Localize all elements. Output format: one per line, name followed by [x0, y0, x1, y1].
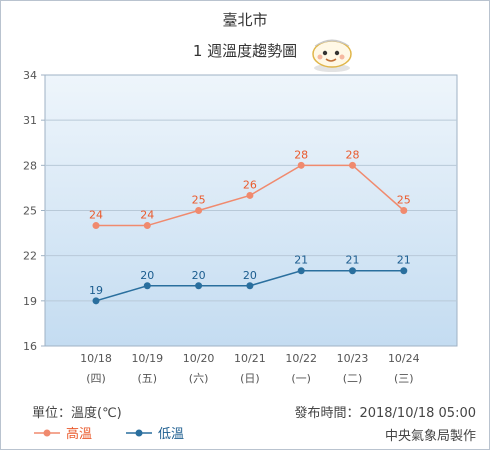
data-point-high — [195, 207, 203, 214]
x-weekday-label: (日) — [240, 372, 260, 385]
data-point-low — [92, 297, 100, 305]
data-point-high — [143, 222, 151, 230]
data-point-high — [349, 161, 356, 169]
x-weekday-label: (五) — [138, 372, 158, 385]
y-tick-label: 22 — [23, 250, 37, 263]
data-label-low: 20 — [192, 269, 206, 282]
weather-mascot-icon — [312, 39, 352, 72]
unit-label: 單位：溫度(℃) — [32, 406, 122, 421]
data-label-low: 21 — [294, 254, 308, 267]
data-label-high: 25 — [397, 194, 411, 207]
data-point-low — [143, 282, 151, 290]
data-label-high: 28 — [346, 148, 360, 161]
agency-credit: 中央氣象局製作 — [384, 429, 476, 444]
x-tick-label: 10/24 — [388, 352, 420, 365]
data-label-low: 19 — [89, 284, 103, 297]
y-tick-label: 16 — [23, 340, 37, 353]
data-label-high: 24 — [89, 209, 103, 222]
legend-label-low: 低溫 — [158, 427, 185, 442]
data-point-low — [349, 267, 356, 275]
x-tick-label: 10/20 — [183, 352, 215, 365]
issued-time: 發布時間：2018/10/18 05:00 — [294, 406, 476, 421]
y-tick-label: 28 — [23, 159, 37, 172]
legend-label-high: 高溫 — [66, 427, 93, 442]
x-tick-label: 10/21 — [234, 352, 266, 365]
data-point-high — [297, 161, 305, 169]
data-label-high: 28 — [294, 148, 308, 161]
legend-line-low-icon — [126, 429, 152, 436]
data-label-low: 21 — [397, 254, 411, 267]
x-tick-label: 10/19 — [131, 352, 163, 365]
x-weekday-label: (二) — [343, 372, 363, 385]
data-label-high: 26 — [243, 178, 257, 191]
data-label-low: 20 — [140, 269, 154, 282]
legend-line-high-icon — [34, 429, 60, 436]
y-tick-label: 25 — [23, 205, 37, 218]
x-weekday-label: (六) — [189, 372, 209, 385]
data-label-low: 20 — [243, 269, 257, 282]
data-point-low — [297, 267, 305, 275]
y-tick-label: 19 — [23, 295, 37, 308]
chart-title: 臺北市 — [222, 11, 268, 29]
legend-item-low: 低溫 — [126, 423, 184, 442]
data-label-low: 21 — [346, 254, 360, 267]
data-point-low — [195, 282, 203, 290]
legend-item-high: 高溫 — [34, 423, 92, 442]
data-point-low — [400, 267, 408, 275]
data-point-low — [246, 282, 254, 290]
data-point-high — [92, 222, 100, 230]
y-tick-label: 31 — [23, 114, 37, 127]
x-tick-label: 10/18 — [80, 352, 112, 365]
x-weekday-label: (三) — [394, 372, 414, 385]
x-tick-label: 10/23 — [337, 352, 369, 365]
chart-subtitle: 1 週溫度趨勢圖 — [192, 42, 298, 60]
data-point-high — [246, 191, 254, 199]
data-label-high: 25 — [192, 194, 206, 207]
data-point-high — [400, 207, 408, 214]
x-weekday-label: (四) — [86, 372, 106, 385]
x-tick-label: 10/22 — [285, 352, 317, 365]
x-weekday-label: (一) — [291, 372, 311, 385]
y-tick-label: 34 — [23, 69, 37, 82]
data-label-high: 24 — [140, 209, 154, 222]
